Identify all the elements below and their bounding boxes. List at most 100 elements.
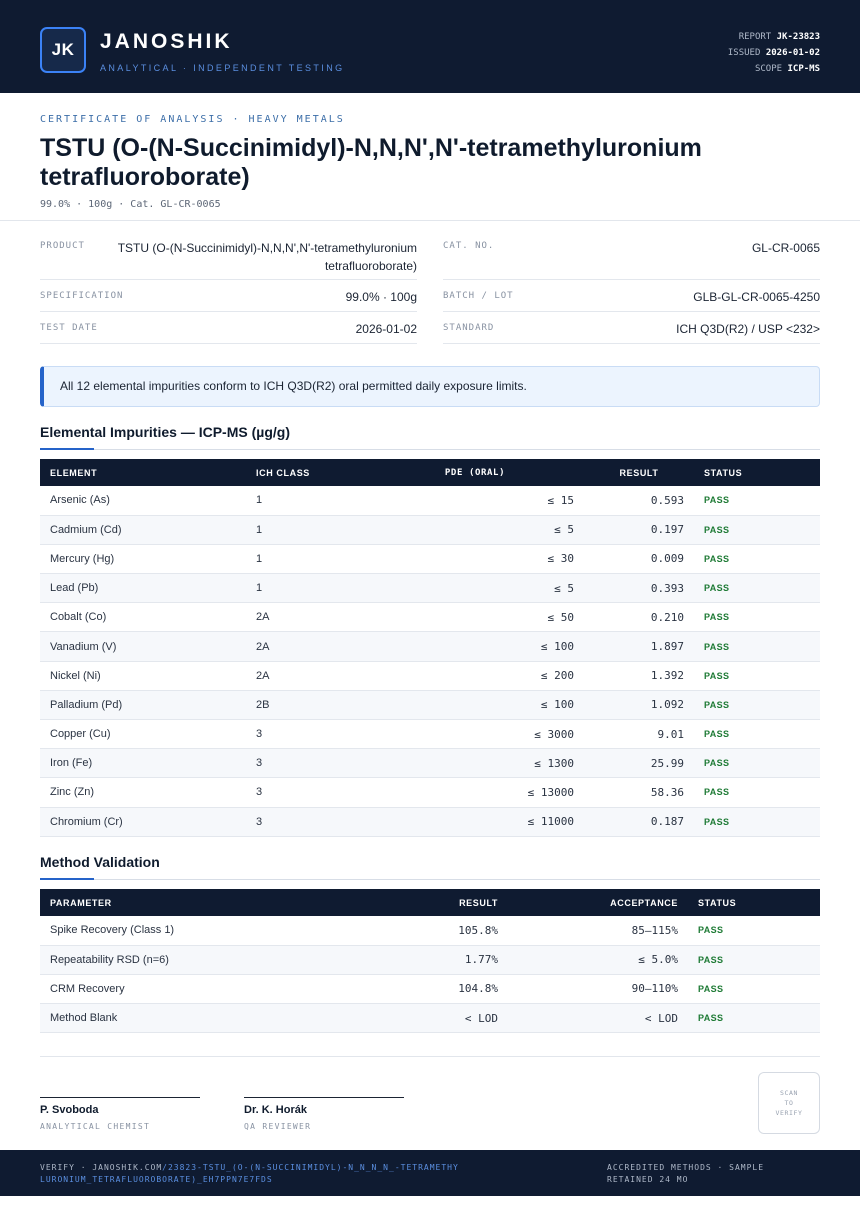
pde-limit: ≤ 5	[366, 573, 584, 604]
table-row: Arsenic (As) 1 ≤ 15 0.593 PASS	[40, 486, 820, 516]
report-id-label: REPORT	[738, 32, 772, 42]
column-header: PARAMETER	[40, 889, 310, 916]
result-value: 9.01	[584, 719, 694, 750]
status-badge: PASS	[694, 807, 820, 837]
result-value: 1.392	[584, 661, 694, 691]
ich-class: 2A	[246, 661, 366, 691]
brand-tagline: ANALYTICAL · INDEPENDENT TESTING	[100, 63, 345, 73]
pde-limit: ≤ 5	[366, 515, 584, 545]
footer-note-line1: ACCREDITED METHODS · SAMPLE	[607, 1163, 765, 1172]
table-row: Mercury (Hg) 1 ≤ 30 0.009 PASS	[40, 544, 820, 575]
status-badge: PASS	[694, 544, 820, 575]
result-value: 1.77%	[310, 945, 508, 975]
acceptance-value: ≤ 5.0%	[508, 945, 688, 975]
footer-note: ACCREDITED METHODS · SAMPLE RETAINED 24 …	[607, 1162, 807, 1186]
verify-qr-placeholder[interactable]: SCAN TO VERIFY	[758, 1072, 820, 1134]
result-value: < LOD	[310, 1003, 508, 1034]
info-rule	[443, 343, 820, 344]
verify-link[interactable]: /23823-TSTU_(O-(N-SUCCINIMIDYL)-N_N_N_N_…	[40, 1163, 459, 1184]
report-id: JK-23823	[776, 32, 820, 42]
section-rule	[40, 449, 820, 450]
section-accent	[40, 448, 94, 450]
title-divider	[0, 220, 860, 221]
table-row: Spike Recovery (Class 1) 105.8% 85–115% PAS…	[40, 916, 820, 946]
specification-label: SPECIFICATION	[40, 291, 124, 301]
signature-divider	[40, 1056, 820, 1057]
status-badge: PASS	[694, 602, 820, 633]
issued-row: ISSUED 2026-01-02	[728, 45, 820, 61]
table-row: Zinc (Zn) 3 ≤ 13000 58.36 PASS	[40, 777, 820, 808]
report-footer: VERIFY · JANOSHIK.COM/23823-TSTU_(O-(N-S…	[0, 1150, 860, 1196]
product-value-line1: TSTU (O-(N-Succinimidyl)-N,N,N',N'-tetra…	[117, 241, 417, 255]
table-row: Cobalt (Co) 2A ≤ 50 0.210 PASS	[40, 602, 820, 633]
status-badge: PASS	[694, 748, 820, 779]
status-badge: PASS	[688, 1003, 820, 1034]
validation-heading: Method Validation	[40, 854, 160, 870]
parameter-name: Method Blank	[40, 1003, 310, 1034]
result-value: 105.8%	[310, 916, 508, 946]
column-header: ICH CLASS	[246, 459, 366, 486]
ich-class: 1	[246, 544, 366, 575]
result-value: 1.092	[584, 690, 694, 721]
certificate-eyebrow: CERTIFICATE OF ANALYSIS · HEAVY METALS	[40, 114, 345, 125]
verify-prefix: VERIFY · JANOSHIK.COM	[40, 1163, 163, 1172]
element-name: Arsenic (As)	[40, 486, 246, 516]
scope-value: ICP-MS	[787, 64, 820, 74]
column-header: ACCEPTANCE	[508, 889, 688, 916]
result-value: 0.197	[584, 515, 694, 545]
status-badge: PASS	[694, 719, 820, 750]
info-rule	[40, 343, 417, 344]
qr-text: VERIFY	[775, 1109, 803, 1117]
info-left: PRODUCT TSTU (O-(N-Succinimidyl)-N,N,N',…	[40, 236, 417, 346]
batch-value: GLB-GL-CR-0065-4250	[693, 290, 820, 304]
ich-class: 1	[246, 486, 366, 516]
signatory-name: P. Svoboda	[40, 1104, 99, 1116]
product-value: TSTU (O-(N-Succinimidyl)-N,N,N',N'-tetra…	[118, 239, 417, 275]
footer-note-line2: RETAINED 24 MO	[607, 1175, 689, 1184]
table-row: CRM Recovery 104.8% 90–110% PASS	[40, 974, 820, 1005]
result-value: 0.009	[584, 544, 694, 575]
cat-no-label: CAT. NO.	[443, 241, 495, 251]
ich-class: 1	[246, 515, 366, 545]
result-value: 0.593	[584, 486, 694, 516]
acceptance-value: 90–110%	[508, 974, 688, 1005]
table-row: Vanadium (V) 2A ≤ 100 1.897 PASS	[40, 631, 820, 662]
parameter-name: Repeatability RSD (n=6)	[40, 945, 310, 975]
pde-limit: ≤ 100	[366, 631, 584, 662]
pde-limit: ≤ 30	[366, 544, 584, 575]
info-rule	[443, 279, 820, 280]
ich-class: 2A	[246, 631, 366, 662]
element-name: Nickel (Ni)	[40, 661, 246, 691]
impurities-body: Arsenic (As) 1 ≤ 15 0.593 PASS Cadmium (Cd) 1 ≤…	[40, 486, 820, 837]
status-badge: PASS	[694, 573, 820, 604]
signatory-role: QA REVIEWER	[244, 1122, 312, 1131]
section-accent	[40, 878, 94, 880]
result-value: 1.897	[584, 631, 694, 662]
element-name: Palladium (Pd)	[40, 690, 246, 721]
element-name: Iron (Fe)	[40, 748, 246, 779]
status-badge: PASS	[694, 661, 820, 691]
standard-label: STANDARD	[443, 323, 495, 333]
status-badge: PASS	[694, 777, 820, 808]
signatory-name: Dr. K. Horák	[244, 1104, 307, 1116]
verify-line: VERIFY · JANOSHIK.COM/23823-TSTU_(O-(N-S…	[40, 1162, 460, 1186]
report-id-row: REPORT JK-23823	[728, 29, 820, 45]
element-name: Mercury (Hg)	[40, 544, 246, 575]
acceptance-value: < LOD	[508, 1003, 688, 1034]
info-rule	[443, 311, 820, 312]
status-badge: PASS	[688, 974, 820, 1005]
column-header: RESULT	[310, 889, 508, 916]
info-rule	[40, 279, 417, 280]
element-name: Copper (Cu)	[40, 719, 246, 750]
section-rule	[40, 879, 820, 880]
signature-line	[244, 1097, 404, 1098]
table-header-row: PARAMETER RESULT ACCEPTANCE STATUS	[40, 889, 820, 916]
result-value: 0.393	[584, 573, 694, 604]
table-row: Nickel (Ni) 2A ≤ 200 1.392 PASS	[40, 661, 820, 691]
table-row: Repeatability RSD (n=6) 1.77% ≤ 5.0% PASS	[40, 945, 820, 975]
batch-label: BATCH / LOT	[443, 291, 514, 301]
pde-limit: ≤ 1300	[366, 748, 584, 779]
table-row: Copper (Cu) 3 ≤ 3000 9.01 PASS	[40, 719, 820, 750]
result-value: 0.210	[584, 602, 694, 633]
parameter-name: Spike Recovery (Class 1)	[40, 916, 310, 946]
